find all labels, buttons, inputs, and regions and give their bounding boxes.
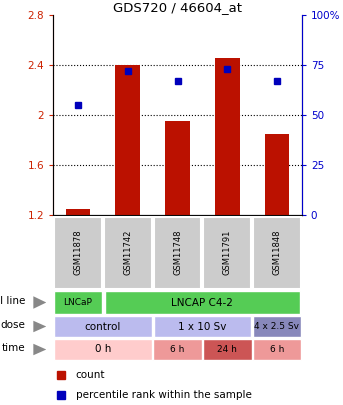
Bar [264,134,289,215]
Polygon shape [33,296,46,309]
Text: GSM11742: GSM11742 [123,230,132,275]
Bar [253,217,301,288]
Bar [66,209,91,215]
Text: count: count [75,370,105,380]
Text: 6 h: 6 h [170,345,185,354]
Text: control: control [85,322,121,332]
Text: percentile rank within the sample: percentile rank within the sample [75,390,251,400]
Text: 24 h: 24 h [217,345,237,354]
Bar [104,217,152,288]
Text: dose: dose [1,320,25,330]
Bar [54,217,102,288]
Polygon shape [33,321,46,332]
Bar [203,217,251,288]
Text: 4 x 2.5 Sv: 4 x 2.5 Sv [255,322,299,331]
Text: cell line: cell line [0,296,25,306]
Bar [165,121,190,215]
Text: time: time [2,343,25,353]
Polygon shape [33,344,46,355]
Text: GSM11748: GSM11748 [173,230,182,275]
Text: 1 x 10 Sv: 1 x 10 Sv [178,322,227,332]
Bar [154,217,201,288]
Text: GSM11848: GSM11848 [272,230,282,275]
Title: GDS720 / 46604_at: GDS720 / 46604_at [113,1,242,14]
Text: GSM11791: GSM11791 [223,230,232,275]
Text: 0 h: 0 h [95,345,111,354]
Bar [115,65,140,215]
Text: GSM11878: GSM11878 [73,230,83,275]
Bar [215,58,240,215]
Text: LNCaP: LNCaP [63,298,93,307]
Text: LNCAP C4-2: LNCAP C4-2 [172,298,233,307]
Text: 6 h: 6 h [270,345,284,354]
